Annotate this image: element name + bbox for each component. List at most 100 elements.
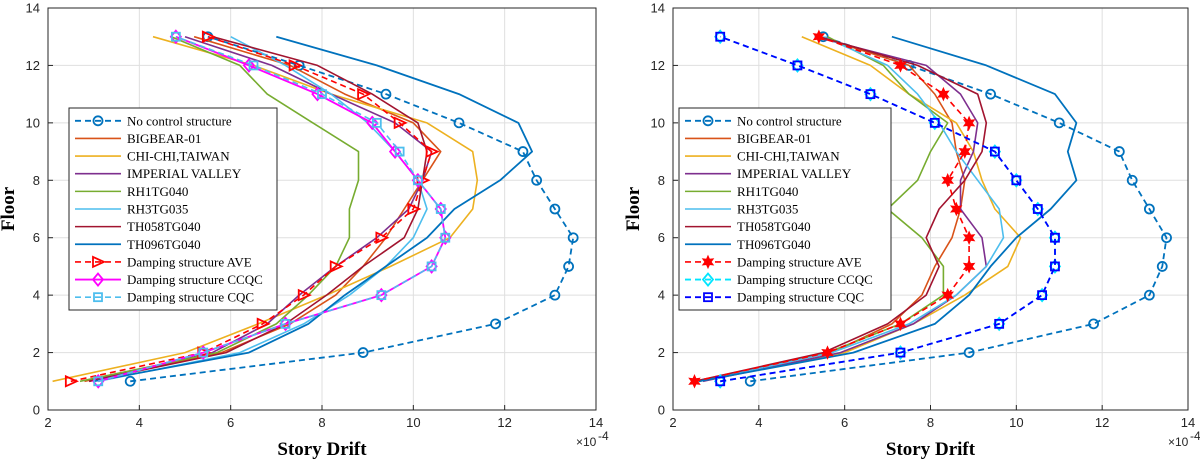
legend-entry-label: IMPERIAL VALLEY	[127, 166, 242, 181]
series-line	[98, 35, 428, 383]
legend-entry-label: Damping structure AVE	[737, 254, 862, 269]
legend-swatch-marker	[92, 115, 104, 127]
series-no-control-structure	[744, 31, 1172, 387]
data-point-marker	[994, 318, 1005, 329]
series-line	[698, 35, 1005, 383]
series-line	[79, 35, 360, 383]
x-axis-multiplier-exponent: -4	[598, 429, 609, 443]
data-point-marker	[1161, 232, 1172, 244]
y-tick-label: 6	[33, 230, 40, 245]
series-th096tg040	[93, 35, 533, 383]
y-tick-label: 0	[658, 403, 665, 418]
data-point-marker	[64, 374, 80, 388]
y-axis-label: Floor	[623, 186, 644, 231]
data-point-marker	[366, 115, 379, 131]
legend-entry-label: Damping structure CCQC	[127, 272, 263, 287]
data-point-marker	[201, 30, 217, 44]
data-point-marker	[1011, 175, 1022, 186]
legend-entry-label: TH058TG040	[737, 219, 811, 234]
series-rh1tg040	[79, 35, 360, 383]
legend-swatch-marker	[92, 255, 107, 269]
data-point-marker	[93, 376, 104, 387]
data-point-marker	[1050, 232, 1060, 243]
data-point-marker	[170, 31, 181, 42]
data-point-marker	[412, 175, 423, 186]
x-tick-label: 8	[927, 415, 934, 430]
legend-entry-label: TH096TG040	[737, 237, 811, 252]
data-point-marker	[248, 60, 259, 71]
x-tick-label: 2	[669, 415, 676, 430]
legend-entry-label: CHI-CHI,TAIWAN	[127, 149, 230, 164]
x-tick-label: 6	[227, 415, 234, 430]
y-tick-label: 8	[658, 173, 665, 188]
data-point-marker	[329, 260, 344, 273]
data-point-marker	[929, 117, 940, 128]
legend-entry-label: RH1TG040	[127, 184, 188, 199]
x-tick-label: 12	[1095, 415, 1109, 430]
legend-entry-label: Damping structure CQC	[127, 290, 254, 305]
series-line	[70, 35, 433, 383]
legend-entry-label: IMPERIAL VALLEY	[737, 166, 852, 181]
data-point-marker	[688, 374, 701, 389]
x-tick-label: 6	[841, 415, 848, 430]
series-rh3tg035	[698, 35, 1005, 383]
data-point-marker	[376, 290, 387, 301]
y-tick-label: 0	[33, 403, 40, 418]
x-tick-label: 4	[136, 415, 143, 430]
data-point-marker	[440, 232, 451, 243]
legend-entry-label: TH058TG040	[127, 219, 201, 234]
y-tick-label: 10	[651, 115, 665, 130]
data-point-marker	[124, 375, 136, 387]
data-point-marker	[311, 86, 324, 102]
series-damping-structure-cqc	[715, 31, 1060, 387]
legend-entry-label: No control structure	[737, 113, 842, 128]
data-point-marker	[958, 144, 972, 159]
y-tick-label: 2	[658, 345, 665, 360]
series-damping-structure-ave	[688, 29, 976, 389]
data-point-marker	[1037, 290, 1047, 301]
legend-entry-label: BIGBEAR-01	[127, 131, 201, 146]
legend-swatch-marker	[93, 292, 103, 303]
data-point-marker	[950, 201, 963, 217]
legend-entry-label: Damping structure CQC	[737, 290, 864, 305]
x-axis-multiplier-exponent: -4	[1190, 429, 1200, 443]
y-tick-label: 14	[651, 1, 665, 16]
legend: No control structure BIGBEAR-01 CHI-CHI,TA…	[678, 107, 892, 311]
axes-box	[672, 7, 1189, 411]
legend-swatch-marker	[702, 115, 714, 127]
data-point-marker	[985, 88, 996, 100]
data-point-marker	[393, 116, 408, 130]
series-th096tg040	[698, 35, 1078, 383]
data-point-marker	[1053, 117, 1065, 129]
x-tick-label: 14	[1181, 415, 1195, 430]
legend-entry-label: CHI-CHI,TAIWAN	[737, 149, 840, 164]
data-point-marker	[963, 347, 975, 358]
y-tick-label: 4	[33, 288, 40, 303]
y-axis-label: Floor	[0, 186, 19, 231]
x-tick-label: 2	[44, 415, 51, 430]
data-point-marker	[715, 376, 726, 387]
series-th058tg040	[694, 35, 988, 383]
data-point-marker	[1032, 204, 1043, 214]
y-tick-label: 12	[26, 58, 40, 73]
data-point-marker	[407, 202, 422, 216]
y-tick-label: 12	[651, 58, 665, 73]
series-line	[694, 35, 988, 383]
legend-entry-label: Damping structure CCQC	[737, 272, 873, 287]
data-point-marker	[894, 58, 907, 73]
data-point-marker	[1143, 289, 1155, 301]
y-tick-label: 4	[658, 288, 665, 303]
data-point-marker	[792, 60, 803, 71]
data-point-marker	[715, 31, 726, 42]
data-point-marker	[812, 29, 826, 44]
x-tick-label: 10	[406, 415, 420, 430]
series-line	[750, 35, 1168, 383]
series-damping-structure-cqc	[93, 31, 451, 387]
data-point-marker	[1088, 318, 1099, 330]
data-point-marker	[288, 59, 303, 72]
data-point-marker	[1126, 174, 1138, 186]
data-point-marker	[517, 146, 529, 157]
data-point-marker	[317, 89, 327, 100]
x-tick-label: 4	[755, 415, 762, 430]
data-point-marker	[1113, 146, 1125, 157]
